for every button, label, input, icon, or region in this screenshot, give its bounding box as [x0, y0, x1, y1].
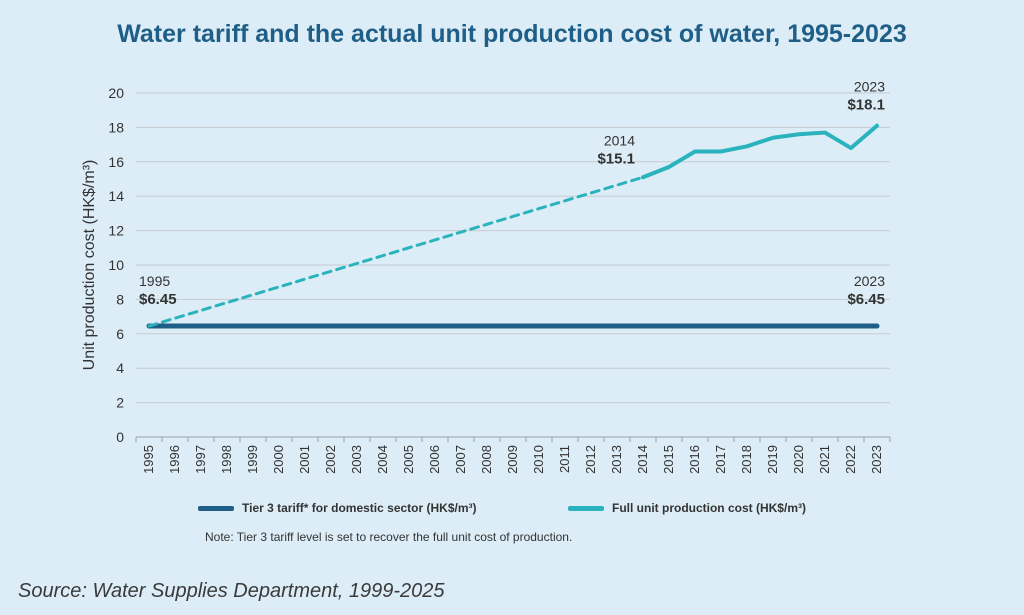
x-tick-label: 2002 — [323, 445, 338, 474]
x-tick-label: 2019 — [765, 445, 780, 474]
y-axis-title: Unit production cost (HK$/m³) — [81, 160, 98, 371]
x-tick-label: 2023 — [869, 445, 884, 474]
y-tick-label: 20 — [108, 85, 124, 101]
x-tick-label: 2005 — [401, 445, 416, 474]
x-tick-label: 2017 — [713, 445, 728, 474]
x-tick-label: 2007 — [453, 445, 468, 474]
x-tick-label: 1999 — [245, 445, 260, 474]
x-tick-label: 2009 — [505, 445, 520, 474]
annotation-year: 2023 — [854, 79, 885, 95]
legend-swatch-cost — [568, 506, 604, 512]
legend-item-tariff: Tier 3 tariff* for domestic sector (HK$/… — [198, 501, 477, 515]
y-tick-label: 8 — [116, 291, 124, 307]
legend-item-cost: Full unit production cost (HK$/m³) — [568, 501, 806, 515]
annotation-year: 2023 — [854, 273, 885, 289]
x-tick-label: 2013 — [609, 445, 624, 474]
x-tick-label: 2010 — [531, 445, 546, 474]
source-text: Source: Water Supplies Department, 1999-… — [18, 580, 445, 602]
y-tick-label: 4 — [116, 360, 124, 376]
legend-label-cost: Full unit production cost (HK$/m³) — [612, 501, 806, 515]
y-tick-label: 14 — [108, 188, 124, 204]
annotation-value: $6.45 — [847, 291, 885, 308]
x-tick-label: 2020 — [791, 445, 806, 474]
x-tick-label: 1997 — [193, 445, 208, 474]
series-line-2 — [641, 123, 879, 180]
y-tick-label: 0 — [116, 429, 124, 445]
x-tick-label: 2015 — [661, 445, 676, 474]
x-tick-label: 1998 — [219, 445, 234, 474]
x-tick-label: 2011 — [557, 445, 572, 473]
x-tick-label: 1996 — [167, 445, 182, 474]
legend-swatch-tariff — [198, 506, 234, 512]
x-tick-label: 2008 — [479, 445, 494, 474]
series-line-1 — [147, 175, 645, 328]
legend-label-tariff: Tier 3 tariff* for domestic sector (HK$/… — [242, 501, 477, 515]
y-tick-label: 18 — [108, 119, 124, 135]
annotation-value: $18.1 — [847, 97, 885, 114]
y-tick-label: 16 — [108, 154, 124, 170]
y-tick-label: 12 — [108, 223, 124, 239]
x-tick-label: 2018 — [739, 445, 754, 474]
x-tick-label: 2006 — [427, 445, 442, 474]
x-tick-label: 2004 — [375, 445, 390, 474]
x-tick-label: 2003 — [349, 445, 364, 474]
x-tick-label: 2022 — [843, 445, 858, 474]
x-tick-label: 2001 — [297, 445, 312, 474]
y-tick-label: 6 — [116, 326, 124, 342]
x-tick-label: 2012 — [583, 445, 598, 474]
annotation-year: 1995 — [139, 273, 170, 289]
x-tick-label: 2014 — [635, 445, 650, 474]
x-tick-label: 1995 — [141, 445, 156, 474]
annotation-value: $15.1 — [597, 150, 635, 167]
x-tick-label: 2016 — [687, 445, 702, 474]
chart-title: Water tariff and the actual unit product… — [117, 20, 907, 48]
annotation-value: $6.45 — [139, 291, 177, 308]
x-tick-label: 2000 — [271, 445, 286, 474]
y-tick-label: 2 — [116, 395, 124, 411]
y-tick-label: 10 — [108, 257, 124, 273]
chart-note: Note: Tier 3 tariff level is set to reco… — [205, 530, 573, 544]
x-tick-label: 2021 — [817, 445, 832, 474]
annotation-year: 2014 — [604, 132, 635, 148]
